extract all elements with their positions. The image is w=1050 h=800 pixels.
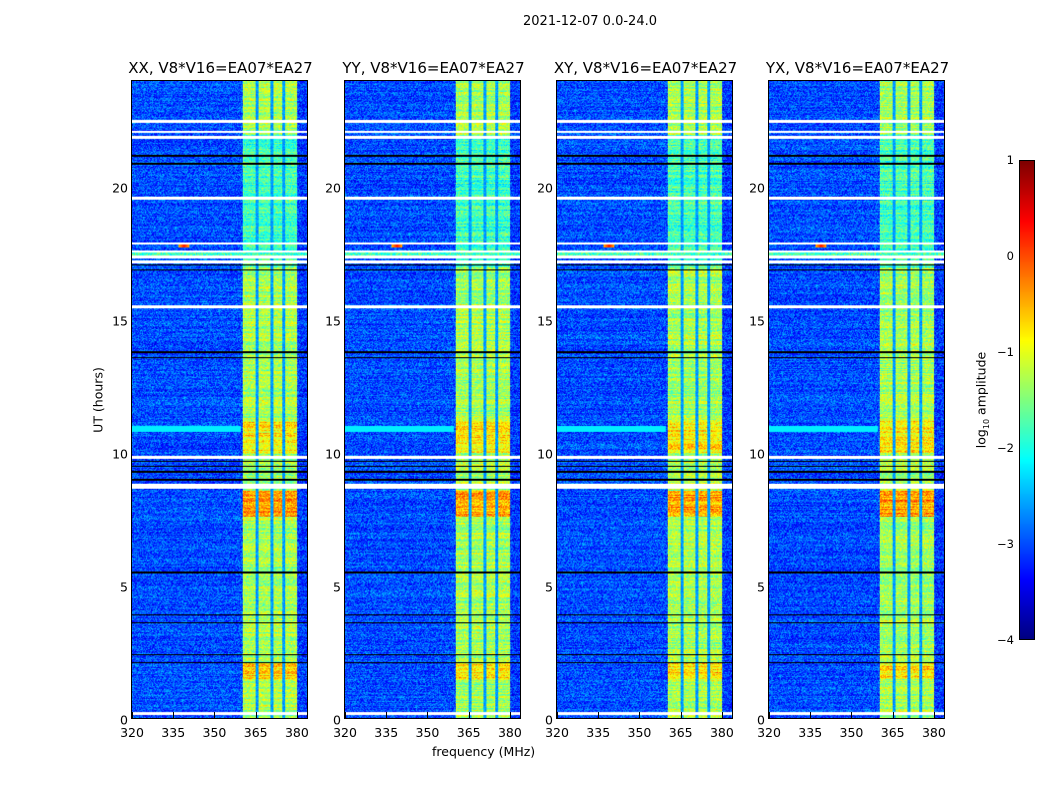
x-tick bbox=[892, 712, 894, 718]
x-tick bbox=[296, 712, 298, 718]
y-tick-label: 20 bbox=[749, 180, 765, 195]
x-tick-label: 365 bbox=[456, 725, 481, 740]
panel-title: YX, V8*V16=EA07*EA27 bbox=[765, 59, 950, 77]
x-tick-label: 335 bbox=[586, 725, 611, 740]
panel-title: XY, V8*V16=EA07*EA27 bbox=[553, 59, 738, 77]
x-tick-label: 380 bbox=[497, 725, 522, 740]
x-tick bbox=[933, 712, 935, 718]
x-tick-label: 335 bbox=[798, 725, 823, 740]
x-tick bbox=[345, 712, 346, 718]
y-tick-label: 15 bbox=[112, 313, 128, 329]
y-tick-label: 0 bbox=[120, 712, 128, 728]
y-tick-label: 5 bbox=[545, 579, 553, 595]
y-tick-label: 0 bbox=[333, 712, 341, 728]
heatmap bbox=[557, 81, 732, 718]
colorbar-label: log10 amplitude bbox=[973, 351, 991, 449]
panel-title: YY, V8*V16=EA07*EA27 bbox=[342, 59, 525, 77]
figure-title: 2021-12-07 0.0-24.0 bbox=[523, 14, 657, 29]
y-tick-label: 5 bbox=[333, 579, 341, 595]
x-tick bbox=[173, 712, 175, 718]
colorbar-tick-label: −1 bbox=[997, 345, 1014, 359]
x-tick bbox=[851, 712, 853, 718]
x-tick bbox=[132, 712, 133, 718]
y-tick-label: 20 bbox=[537, 180, 553, 195]
y-tick-label: 0 bbox=[545, 712, 553, 728]
panel-title: XX, V8*V16=EA07*EA27 bbox=[128, 59, 313, 77]
y-tick-label: 10 bbox=[112, 446, 128, 462]
y-tick-label: 5 bbox=[757, 579, 765, 595]
y-tick-label: 15 bbox=[537, 313, 553, 329]
x-tick-label: 380 bbox=[284, 725, 309, 740]
x-tick bbox=[769, 712, 770, 718]
x-tick bbox=[214, 712, 216, 718]
y-tick-label: 10 bbox=[537, 446, 553, 462]
panel-1: XX, V8*V16=EA07*EA27 320 335 350 365 380 0 5 10 1… bbox=[112, 59, 313, 740]
x-tick bbox=[427, 712, 429, 718]
x-tick-label: 350 bbox=[839, 725, 864, 740]
x-tick bbox=[468, 712, 470, 718]
x-axis-label: frequency (MHz) bbox=[432, 744, 536, 759]
x-tick-label: 335 bbox=[374, 725, 399, 740]
x-tick-label: 365 bbox=[880, 725, 905, 740]
x-tick-label: 320 bbox=[545, 725, 569, 740]
x-tick-label: 320 bbox=[120, 725, 144, 740]
colorbar-gradient bbox=[1020, 161, 1034, 639]
y-tick-label: 10 bbox=[325, 446, 341, 462]
colorbar-tick-label: −3 bbox=[997, 537, 1014, 551]
x-tick bbox=[639, 712, 641, 718]
colorbar-tick-label: 1 bbox=[1006, 153, 1014, 167]
colorbar-tick-label: 0 bbox=[1006, 249, 1014, 263]
colorbar-tick-label: −2 bbox=[997, 441, 1014, 455]
x-tick bbox=[255, 712, 257, 718]
x-tick-label: 350 bbox=[415, 725, 440, 740]
x-tick-label: 380 bbox=[709, 725, 734, 740]
panel-4: YX, V8*V16=EA07*EA27 320 335 350 365 380 0 5 10 1… bbox=[749, 59, 949, 740]
y-tick-label: 5 bbox=[120, 579, 128, 595]
x-tick-label: 350 bbox=[202, 725, 227, 740]
x-tick bbox=[557, 712, 558, 718]
x-tick bbox=[680, 712, 682, 718]
y-tick-label: 15 bbox=[749, 313, 765, 329]
x-tick-label: 335 bbox=[161, 725, 186, 740]
x-tick bbox=[598, 712, 600, 718]
y-tick-label: 20 bbox=[325, 180, 341, 195]
x-tick bbox=[810, 712, 812, 718]
x-tick-label: 320 bbox=[333, 725, 357, 740]
y-tick-label: 20 bbox=[112, 180, 128, 195]
heatmap bbox=[132, 81, 307, 718]
x-tick bbox=[721, 712, 723, 718]
colorbar-tick-label: −4 bbox=[997, 633, 1014, 647]
x-tick bbox=[509, 712, 511, 718]
heatmap bbox=[769, 81, 944, 718]
panel-3: XY, V8*V16=EA07*EA27 320 335 350 365 380 0 5 10 1… bbox=[537, 59, 737, 740]
x-tick-label: 320 bbox=[757, 725, 781, 740]
y-axis-label: UT (hours) bbox=[90, 367, 106, 433]
x-tick-label: 365 bbox=[243, 725, 268, 740]
x-tick-label: 365 bbox=[668, 725, 693, 740]
x-tick-label: 380 bbox=[921, 725, 946, 740]
heatmap bbox=[345, 81, 520, 718]
y-tick-label: 10 bbox=[749, 446, 765, 462]
colorbar bbox=[1019, 160, 1035, 640]
x-tick bbox=[386, 712, 388, 718]
x-tick-label: 350 bbox=[627, 725, 652, 740]
y-tick-label: 0 bbox=[757, 712, 765, 728]
y-tick-label: 15 bbox=[325, 313, 341, 329]
panel-2: YY, V8*V16=EA07*EA27 320 335 350 365 380 0 5 10 1… bbox=[325, 59, 525, 740]
